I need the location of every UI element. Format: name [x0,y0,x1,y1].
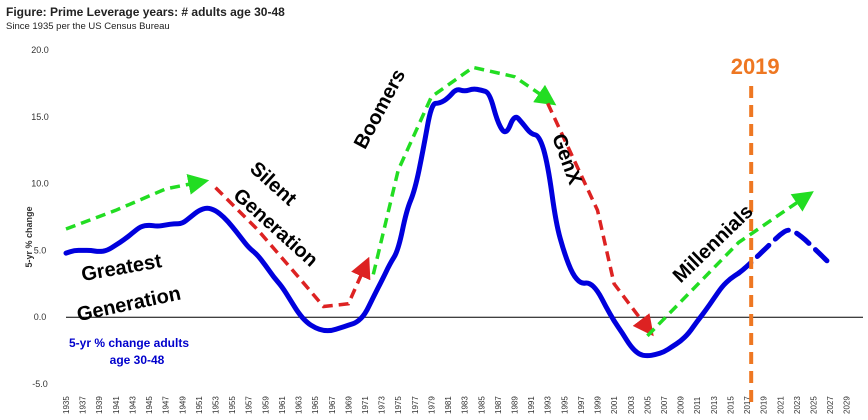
x-tick-label: 1987 [494,396,503,414]
series-label-line1: 5-yr % change adults [69,336,189,350]
x-tick-label: 1999 [594,396,603,414]
x-tick-label: 1973 [378,396,387,414]
x-tick-label: 1943 [128,396,137,414]
x-tick-label: 1977 [411,396,420,414]
x-tick-label: 1995 [560,396,569,414]
x-tick-label: 2021 [776,396,785,414]
x-tick-label: 1969 [344,396,353,414]
y-axis-label: 5-yr % change [24,207,34,268]
y-tick-label: -5.0 [32,379,48,389]
x-tick-label: 2019 [760,396,769,414]
x-tick-label: 1953 [211,396,220,414]
x-tick-label: 2027 [826,396,835,414]
x-tick-label: 1939 [95,396,104,414]
x-tick-label: 1985 [477,396,486,414]
x-tick-label: 1961 [278,396,287,414]
x-tick-label: 1983 [461,396,470,414]
x-tick-label: 1955 [228,396,237,414]
y-tick-label: 0.0 [34,312,47,322]
trend-arrow [646,191,814,338]
generation-label: Generation [75,283,183,326]
chart-subtitle: Since 1935 per the US Census Bureau [6,21,170,32]
x-tick-label: 2005 [643,396,652,414]
series-line [63,86,742,359]
trend-arrow [371,65,557,275]
x-tick-label: 2029 [843,396,852,414]
y-tick-label: 20.0 [31,45,49,55]
x-tick-label: 2009 [677,396,686,414]
x-tick-label: 1967 [328,396,337,414]
chart-title: Figure: Prime Leverage years: # adults a… [6,5,285,19]
x-tick-label: 1989 [510,396,519,414]
x-tick-label: 2001 [610,396,619,414]
x-tick-label: 1975 [394,396,403,414]
x-tick-label: 1957 [245,396,254,414]
x-tick-label: 1937 [79,396,88,414]
x-tick-label: 1935 [62,396,71,414]
generation-label: Boomers [350,66,410,153]
x-tick-label: 2007 [660,396,669,414]
y-tick-label: 5.0 [34,245,47,255]
x-tick-label: 1979 [427,396,436,414]
x-tick-label: 1945 [145,396,154,414]
x-tick-label: 1949 [178,396,187,414]
x-tick-label: 2017 [743,396,752,414]
x-tick-label: 1971 [361,396,370,414]
x-tick-label: 1951 [195,396,204,414]
x-tick-label: 2011 [693,396,702,414]
generation-label: Millennials [669,201,758,288]
x-tick-label: 1963 [295,396,304,414]
generation-label: Greatest [80,250,164,286]
x-tick-label: 1991 [527,396,536,414]
x-tick-label: 1965 [311,396,320,414]
x-tick-label: 1941 [112,396,121,414]
x-tick-label: 1947 [162,396,171,414]
series-label-line2: age 30-48 [110,353,165,367]
x-tick-label: 1997 [577,396,586,414]
y-tick-label: 10.0 [31,179,49,189]
x-tick-label: 2013 [710,396,719,414]
reference-line-label: 2019 [731,54,780,79]
x-tick-label: 1981 [444,396,453,414]
x-tick-label: 1993 [544,396,553,414]
x-tick-label: 2025 [809,396,818,414]
x-tick-label: 2015 [726,396,735,414]
x-tick-label: 2023 [793,396,802,414]
trend-arrow [214,186,371,309]
x-tick-label: 1959 [261,396,270,414]
x-tick-label: 2003 [627,396,636,414]
trend-arrow [65,174,210,231]
y-tick-label: 15.0 [31,112,49,122]
generation-label: GenX [547,131,586,188]
